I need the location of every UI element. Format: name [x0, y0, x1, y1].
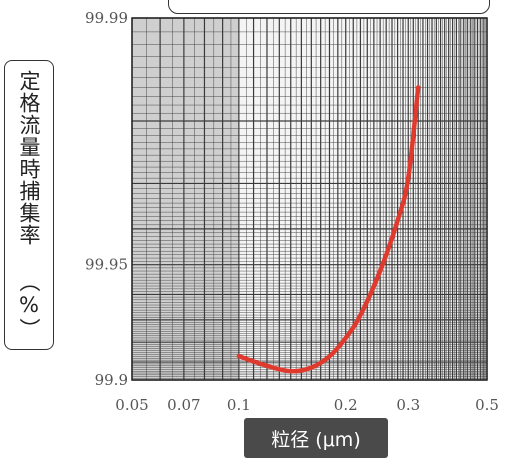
y-tick-label: 99.9: [95, 371, 128, 389]
series-line: [236, 85, 421, 374]
y-tick-labels: 99.9 99.95 99.99: [85, 9, 128, 389]
x-tick-label: 0.2: [334, 396, 358, 414]
plot-area-right: [238, 18, 487, 380]
y-axis-label-box: 定格流量時捕集率 （%）: [4, 60, 54, 350]
x-axis-label-box: 粒径 (μm): [244, 418, 388, 458]
y-tick-label: 99.99: [85, 9, 128, 27]
x-tick-labels: 0.05 0.07 0.1 0.2 0.3 0.5: [115, 396, 499, 414]
x-tick-label: 0.1: [227, 396, 251, 414]
header-pill: [168, 0, 490, 14]
y-tick-label: 99.95: [85, 256, 128, 274]
y-axis-label: 定格流量時捕集率 （%）: [17, 70, 41, 340]
major-grid: [131, 17, 488, 381]
x-tick-label: 0.07: [167, 396, 200, 414]
plot-frame: [131, 17, 488, 381]
x-tick-label: 0.05: [115, 396, 148, 414]
x-tick-label: 0.5: [475, 396, 499, 414]
x-tick-label: 0.3: [396, 396, 420, 414]
x-axis-label: 粒径 (μm): [271, 428, 361, 451]
